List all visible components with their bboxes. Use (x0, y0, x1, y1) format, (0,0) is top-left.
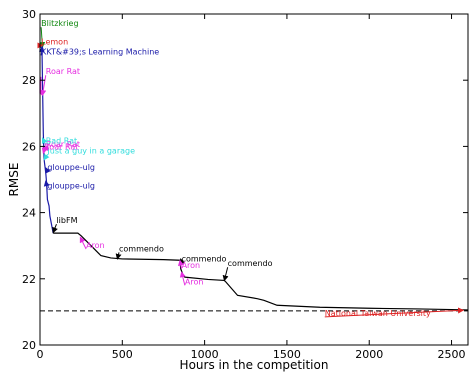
y-tick-label-1: 22 (22, 273, 36, 286)
annotation-label-4: Roar Rat (46, 140, 80, 149)
plot-layer (39, 45, 469, 312)
annotation-arrow-3 (40, 75, 47, 97)
annotation-label-11: Aron (86, 241, 105, 250)
x-tick-label-0: 0 (37, 348, 44, 361)
annotation-arrow-10 (52, 224, 58, 234)
annotation-label-0: Blitzkrieg (41, 19, 78, 28)
plot-frame (39, 13, 469, 346)
annotation-arrow-15 (222, 267, 229, 282)
annotation-arrow-17 (324, 307, 465, 318)
annotation-arrow-11 (79, 236, 87, 250)
x-axis-title: Hours in the competition (180, 358, 329, 372)
annotation-arrow-14 (177, 259, 184, 269)
y-tick-label-5: 30 (22, 8, 36, 21)
y-tick-label-4: 28 (22, 74, 36, 87)
annotation-label-5: Bad Rat (46, 137, 77, 146)
annotation-label-14: Aron (182, 261, 201, 270)
y-tick-label-2: 24 (22, 207, 36, 220)
y-axis-title: RMSE (7, 163, 21, 197)
annotation-arrow-7 (41, 147, 48, 154)
annotation-arrow-5 (42, 137, 48, 145)
annotation-label-3: Roar Rat (46, 67, 80, 76)
annotation-label-7: Roar Rat (44, 142, 78, 151)
x-tick-label-1: 500 (112, 348, 133, 361)
y-tick-label-0: 20 (22, 339, 36, 352)
series-line-1 (53, 232, 469, 311)
annotation-label-10: libFM (56, 216, 77, 225)
x-tick-label-4: 2000 (355, 348, 383, 361)
annotation-label-8: glouppe-ulg (47, 163, 95, 172)
annotation-arrow-16 (179, 271, 186, 286)
annotation-arrow-12 (115, 252, 122, 260)
annotation-arrow-6 (43, 153, 50, 161)
x-tick-label-3: 1500 (273, 348, 301, 361)
annotation-label-13: commendo (182, 254, 227, 263)
annotation-label-15: commendo (228, 259, 273, 268)
annotation-label-2: KKT&#39;s Learning Machine (41, 47, 159, 56)
y-tick-label-3: 26 (22, 140, 36, 153)
x-tick-label-2: 1000 (191, 348, 219, 361)
annotation-arrow-2 (38, 46, 45, 56)
annotation-label-1: Lemon (41, 37, 68, 46)
annotation-label-16: Aron (185, 277, 204, 286)
annotation-arrow-9 (43, 180, 50, 190)
tick-layer: 0 500 1000 1500 2000 2500 20 22 24 26 28 30 (22, 8, 468, 361)
annotation-label-12: commendo (119, 244, 164, 253)
annotation-label-17: National Taiwan University (325, 309, 431, 318)
annotation-label-9: glouppe-ulg (47, 181, 95, 190)
x-tick-label-5: 2500 (438, 348, 466, 361)
annotation-label-6: Just a guy in a garage (46, 147, 135, 156)
annotation-arrow-8 (45, 167, 51, 174)
